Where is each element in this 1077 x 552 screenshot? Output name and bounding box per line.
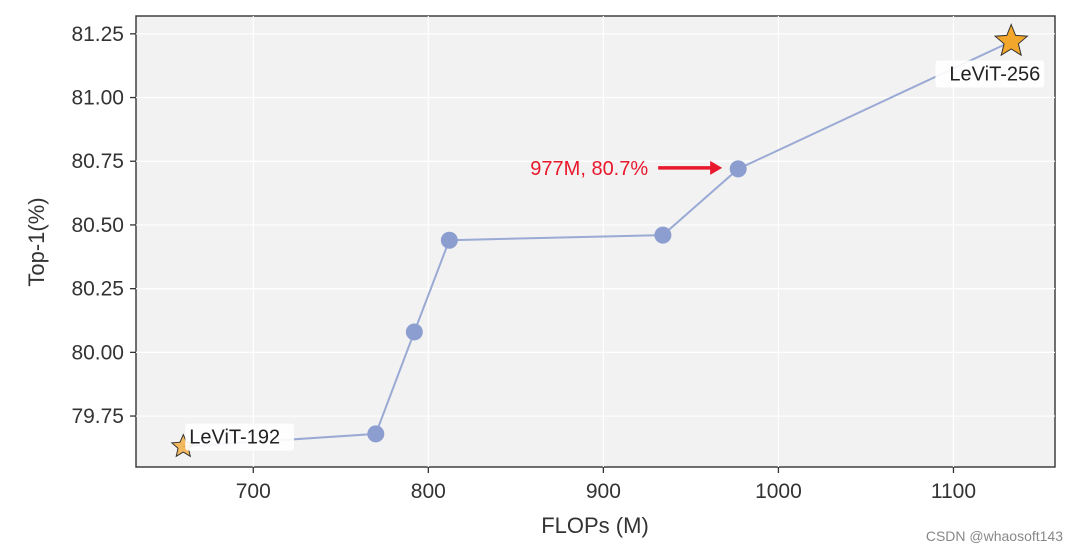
plot-frame (135, 15, 1056, 468)
x-tick-label: 700 (236, 480, 271, 503)
x-axis-ticks: 700 800 900 1000 1100 (236, 467, 976, 503)
annotations: LeViT-192 LeViT-256 977M, 80.7% (185, 60, 1045, 451)
y-axis-ticks: 79.75 80.00 80.25 80.50 80.75 81.00 81.25 (71, 23, 136, 428)
x-tick-label: 1100 (931, 480, 976, 503)
y-tick-label: 81.00 (71, 87, 124, 110)
label-box (935, 60, 1045, 88)
x-tick-label: 900 (586, 480, 621, 503)
label-box (185, 423, 295, 451)
data-point (440, 231, 458, 249)
grid-lines (136, 16, 1055, 467)
y-axis-title: Top-1(%) (24, 197, 49, 286)
data-points (170, 23, 1029, 458)
star-label: LeViT-256 (949, 63, 1040, 85)
x-axis-title: FLOPs (M) (541, 513, 649, 538)
x-tick-label: 1000 (755, 480, 802, 503)
plot-area (135, 15, 1056, 468)
y-tick-label: 81.25 (71, 23, 124, 46)
star-label: LeViT-192 (189, 427, 280, 449)
x-tick-label: 800 (411, 480, 446, 503)
data-point (654, 226, 672, 244)
annotation-arrow-head (710, 160, 723, 175)
y-tick-label: 80.75 (71, 150, 124, 173)
star-marker (993, 23, 1029, 57)
y-tick-label: 80.50 (71, 214, 124, 237)
y-tick-label: 80.25 (71, 278, 124, 301)
y-tick-label: 79.75 (71, 405, 124, 428)
data-point (367, 425, 385, 443)
watermark-text: CSDN @whaosoft143 (925, 528, 1063, 544)
plot-background (136, 16, 1055, 467)
y-tick-label: 80.00 (71, 341, 124, 364)
data-point (729, 160, 747, 178)
annotation-label: 977M, 80.7% (530, 158, 648, 180)
data-point (405, 323, 423, 341)
